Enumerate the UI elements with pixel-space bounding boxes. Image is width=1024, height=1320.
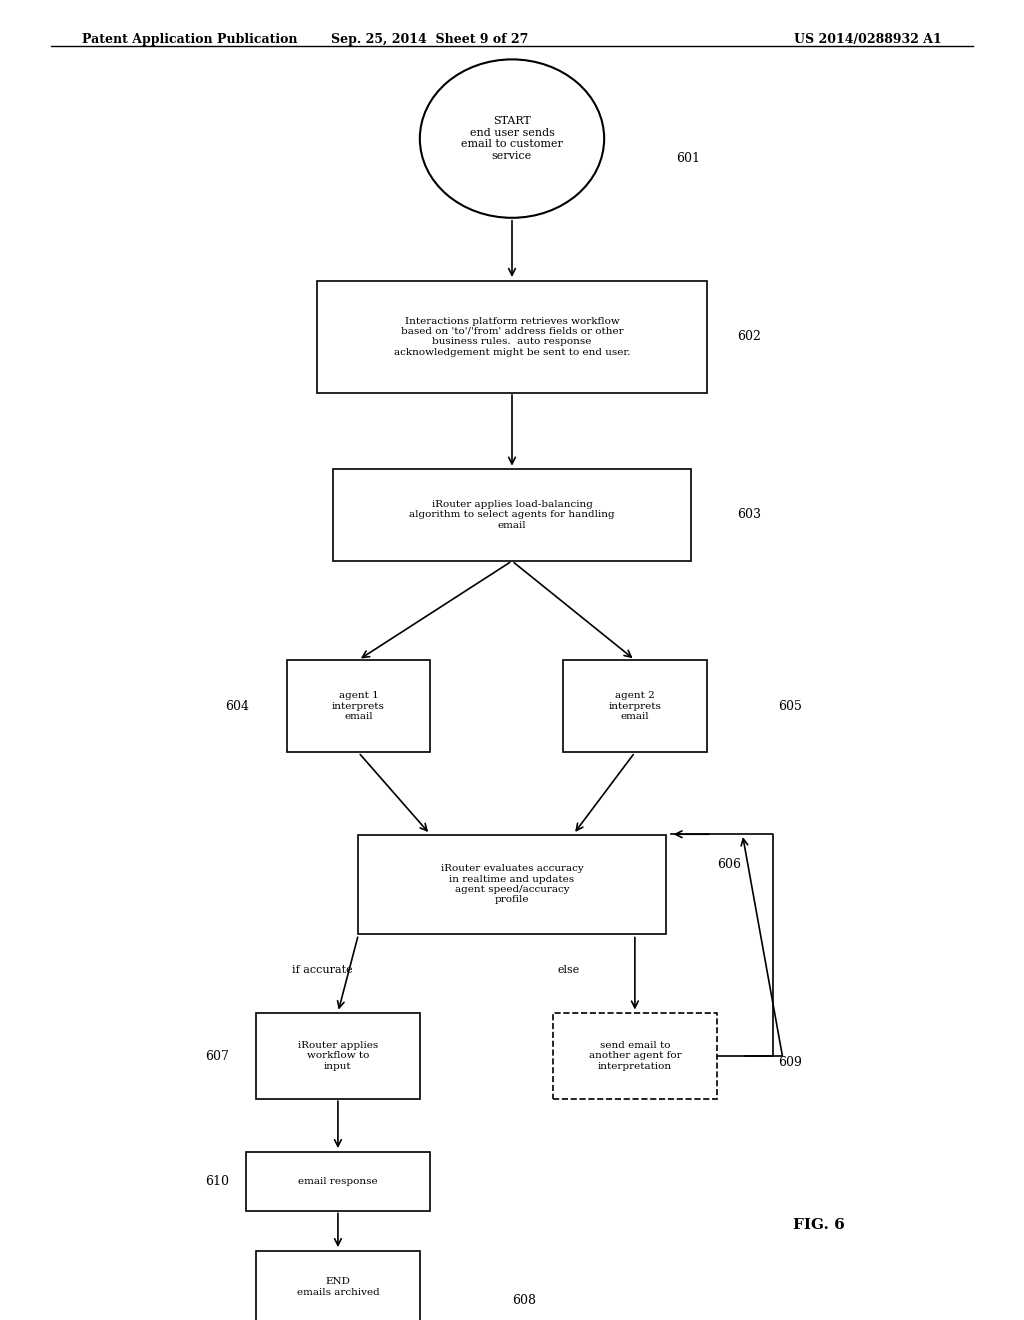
Text: 607: 607	[205, 1049, 228, 1063]
Text: Interactions platform retrieves workflow
based on 'to'/'from' address fields or : Interactions platform retrieves workflow…	[394, 317, 630, 356]
Text: iRouter evaluates accuracy
in realtime and updates
agent speed/accuracy
profile: iRouter evaluates accuracy in realtime a…	[440, 865, 584, 904]
FancyBboxPatch shape	[256, 1014, 420, 1098]
Text: iRouter applies load-balancing
algorithm to select agents for handling
email: iRouter applies load-balancing algorithm…	[410, 500, 614, 529]
Text: START
end user sends
email to customer
service: START end user sends email to customer s…	[461, 116, 563, 161]
Text: iRouter applies
workflow to
input: iRouter applies workflow to input	[298, 1041, 378, 1071]
Text: agent 2
interprets
email: agent 2 interprets email	[608, 692, 662, 721]
FancyBboxPatch shape	[317, 281, 707, 393]
Text: agent 1
interprets
email: agent 1 interprets email	[332, 692, 385, 721]
Text: 604: 604	[225, 700, 249, 713]
Text: END
emails archived: END emails archived	[297, 1278, 379, 1296]
Text: 606: 606	[717, 858, 740, 871]
Text: 602: 602	[737, 330, 761, 343]
Text: 608: 608	[512, 1294, 536, 1307]
FancyBboxPatch shape	[287, 660, 430, 752]
Text: US 2014/0288932 A1: US 2014/0288932 A1	[795, 33, 942, 46]
FancyBboxPatch shape	[358, 834, 666, 935]
FancyBboxPatch shape	[553, 1014, 717, 1098]
Text: else: else	[557, 965, 580, 975]
Text: Patent Application Publication: Patent Application Publication	[82, 33, 297, 46]
Text: email response: email response	[298, 1177, 378, 1185]
Text: FIG. 6: FIG. 6	[794, 1218, 845, 1232]
FancyBboxPatch shape	[256, 1251, 420, 1320]
Text: Sep. 25, 2014  Sheet 9 of 27: Sep. 25, 2014 Sheet 9 of 27	[332, 33, 528, 46]
Text: if accurate: if accurate	[292, 965, 353, 975]
Text: 609: 609	[778, 1056, 802, 1069]
Text: 601: 601	[676, 152, 699, 165]
Text: 605: 605	[778, 700, 802, 713]
Text: send email to
another agent for
interpretation: send email to another agent for interpre…	[589, 1041, 681, 1071]
FancyBboxPatch shape	[333, 469, 691, 561]
FancyBboxPatch shape	[246, 1151, 430, 1212]
Text: 610: 610	[205, 1175, 228, 1188]
FancyBboxPatch shape	[563, 660, 707, 752]
Text: 603: 603	[737, 508, 761, 521]
